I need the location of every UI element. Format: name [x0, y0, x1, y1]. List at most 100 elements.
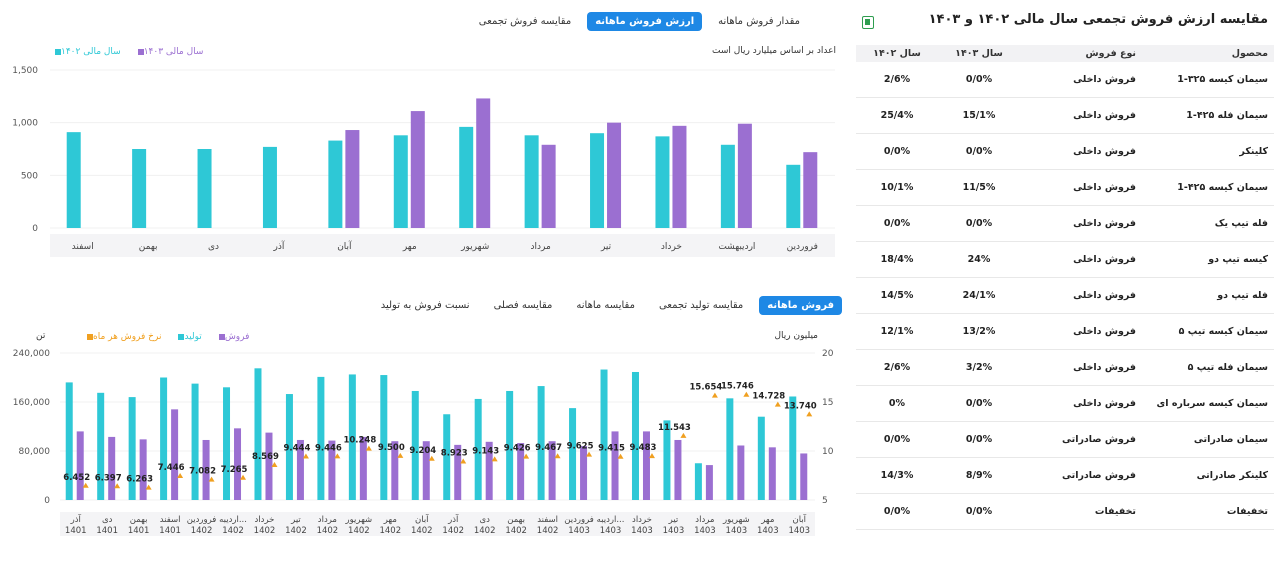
x-tick-year: 1401 [96, 526, 118, 536]
cell-1402: 2/6% [856, 349, 938, 386]
x-tick-label: تیر [600, 242, 612, 252]
bar-production [537, 386, 545, 500]
bar-sales [674, 439, 682, 500]
table-title: مقایسه ارزش فروش تجمعی سال مالی ۱۴۰۲ و ۱… [928, 12, 1268, 27]
bar [345, 130, 360, 228]
cell-sale-type: فروش داخلی [1020, 277, 1142, 314]
excel-icon[interactable] [862, 16, 874, 29]
bar-production [128, 397, 136, 500]
x-axis-band [60, 512, 815, 536]
bar-sales [139, 439, 147, 500]
x-tick-year: 1402 [222, 526, 244, 536]
cell-sale-type: تخفیفات [1020, 493, 1142, 530]
top-chart-legend: سال مالی ۱۴۰۲ سال مالی ۱۴۰۳ [52, 47, 203, 57]
rate-value-label: 8.923 [441, 449, 468, 459]
bar-sales [580, 446, 588, 500]
bar-production [97, 392, 105, 500]
rate-marker [806, 411, 813, 417]
rate-value-label: 9.143 [472, 446, 499, 456]
bar-production [191, 383, 199, 500]
rate-value-label: 7.082 [189, 467, 216, 477]
table-row: سیمان فله تیپ ۵ فروش داخلی 3/2% 2/6% [856, 349, 1274, 386]
cell-product: سیمان کیسه سرباره ای [1142, 385, 1274, 422]
bar-sales [517, 443, 525, 500]
rate-value-label: 14.728 [752, 392, 785, 402]
tab-cumulative-compare[interactable]: مقایسه فروش تجمعی [478, 16, 572, 27]
x-tick-year: 1401 [159, 526, 181, 536]
cell-sale-type: فروش صادراتی [1020, 421, 1142, 458]
x-tick-label: اردیبهشت [718, 242, 755, 252]
cell-1403: 0/0% [938, 62, 1020, 98]
x-tick-year: 1401 [65, 526, 87, 536]
rate-marker [617, 453, 624, 459]
bar-production [317, 376, 325, 500]
x-tick-label: بهمن [139, 242, 158, 252]
x-tick-month: تیر [290, 515, 301, 525]
rate-value-label: 8.569 [252, 452, 279, 462]
cell-sale-type: فروش داخلی [1020, 313, 1142, 350]
col-year-1403: سال ۱۴۰۳ [938, 45, 1020, 62]
y-tick-label: 500 [21, 171, 38, 181]
rate-marker [460, 458, 467, 464]
table-row: کیسه تیپ دو فروش داخلی 24% 18/4% [856, 241, 1274, 278]
rate-marker [365, 445, 372, 451]
rate-value-label: 15.746 [721, 382, 754, 392]
bar-sales [768, 447, 776, 500]
bar-sales [800, 453, 808, 500]
rate-value-label: 9.415 [598, 444, 625, 454]
tab-sales-production-ratio[interactable]: نسبت فروش به تولید [380, 300, 470, 311]
x-tick-year: 1402 [191, 526, 213, 536]
bar-sales [202, 439, 210, 500]
cell-product: فله تیپ یک [1142, 205, 1274, 242]
cell-1402: 25/4% [856, 97, 938, 134]
bar-sales [391, 441, 399, 500]
bar [328, 140, 343, 228]
bar-sales [485, 441, 493, 500]
y-tick-label-right: 20 [822, 349, 834, 359]
cell-product: کیسه تیپ دو [1142, 241, 1274, 278]
x-tick-month: آذر [70, 513, 82, 525]
bar-sales [611, 431, 619, 500]
rate-value-label: 10.248 [343, 436, 376, 446]
bar-sales [328, 440, 336, 500]
tab-monthly-quantity[interactable]: مقدار فروش ماهانه [718, 16, 800, 27]
bar-production [160, 377, 168, 500]
table-row: فله تیپ دو فروش داخلی 24/1% 14/5% [856, 277, 1274, 314]
rate-marker [523, 453, 530, 459]
rate-marker [711, 392, 718, 398]
tab-monthly-value[interactable]: ارزش فروش ماهانه [587, 12, 703, 31]
y-tick-label: 0 [32, 224, 38, 234]
legend-label-1402: سال مالی ۱۴۰۲ [61, 47, 121, 57]
bar-production [757, 416, 765, 500]
cell-sale-type: فروش داخلی [1020, 241, 1142, 278]
rate-marker [145, 484, 152, 490]
bar-sales [296, 439, 304, 500]
x-tick-month: خرداد [255, 515, 275, 525]
cell-sale-type: فروش داخلی [1020, 349, 1142, 386]
table-row: کلینکر صادراتی فروش صادراتی 8/9% 14/3% [856, 457, 1274, 494]
rate-value-label: 6.452 [63, 473, 90, 483]
bar-production [443, 414, 451, 500]
tab-seasonal-compare[interactable]: مقایسه فصلی [493, 300, 553, 311]
rate-marker [774, 401, 781, 407]
top-bar-chart: 1,500 1,000 500 0 فروردین اردیبهشت خرداد تیر مرد… [12, 66, 835, 257]
x-tick-year: 1402 [442, 526, 464, 536]
tab-cumulative-production[interactable]: مقایسه تولید تجمعی [658, 300, 744, 311]
cell-product: سیمان فله تیپ ۵ [1142, 349, 1274, 386]
cell-1402: 2/6% [856, 62, 938, 98]
cell-product: کلینکر صادراتی [1142, 457, 1274, 494]
tab-monthly-compare[interactable]: مقایسه ماهانه [576, 300, 635, 311]
cell-sale-type: فروش داخلی [1020, 205, 1142, 242]
rate-marker [554, 453, 561, 459]
cell-1402: 14/5% [856, 277, 938, 314]
bar [541, 144, 556, 228]
top-tabs: مقدار فروش ماهانه ارزش فروش ماهانه مقایس… [471, 12, 808, 31]
x-tick-month: خرداد [632, 515, 652, 525]
cell-1403: 0/0% [938, 421, 1020, 458]
legend-label-sales: فروش [224, 332, 250, 342]
x-tick-label: دی [208, 242, 219, 252]
cell-product: سیمان فله ۴۲۵-1 [1142, 97, 1274, 134]
tab-monthly-sales[interactable]: فروش ماهانه [759, 296, 842, 315]
table-row: سیمان کیسه ۴۲۵-1 فروش داخلی 11/5% 10/1% [856, 169, 1274, 206]
x-tick-year: 1403 [600, 526, 622, 536]
